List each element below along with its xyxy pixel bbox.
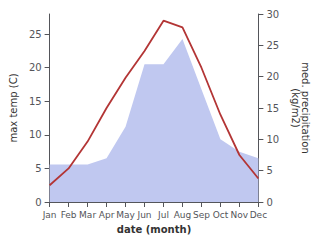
svg-text:date (month): date (month) [117, 224, 191, 235]
svg-text:Aug: Aug [174, 210, 192, 220]
svg-text:(kg/m2): (kg/m2) [290, 88, 301, 128]
svg-text:20: 20 [29, 62, 42, 73]
svg-text:Jul: Jul [157, 210, 169, 220]
svg-text:10: 10 [266, 134, 279, 145]
svg-text:Oct: Oct [213, 210, 229, 220]
svg-text:med. precipitation: med. precipitation [299, 62, 311, 154]
svg-text:May: May [116, 210, 135, 220]
svg-text:15: 15 [29, 96, 42, 107]
svg-text:max temp (C): max temp (C) [8, 73, 19, 142]
svg-text:Dec: Dec [250, 210, 267, 220]
svg-text:0: 0 [35, 197, 41, 208]
svg-text:5: 5 [35, 163, 41, 174]
svg-text:15: 15 [266, 103, 279, 114]
svg-text:30: 30 [266, 9, 279, 20]
svg-text:Nov: Nov [231, 210, 249, 220]
svg-text:10: 10 [29, 129, 42, 140]
svg-text:Jun: Jun [136, 210, 151, 220]
svg-text:Apr: Apr [99, 210, 115, 220]
svg-text:Jan: Jan [42, 210, 57, 220]
svg-text:0: 0 [266, 197, 272, 208]
svg-text:25: 25 [29, 29, 42, 40]
svg-text:Feb: Feb [61, 210, 77, 220]
svg-text:25: 25 [266, 40, 279, 51]
svg-text:5: 5 [266, 165, 272, 176]
svg-text:Mar: Mar [79, 210, 96, 220]
svg-text:Sep: Sep [193, 210, 210, 220]
svg-text:20: 20 [266, 71, 279, 82]
